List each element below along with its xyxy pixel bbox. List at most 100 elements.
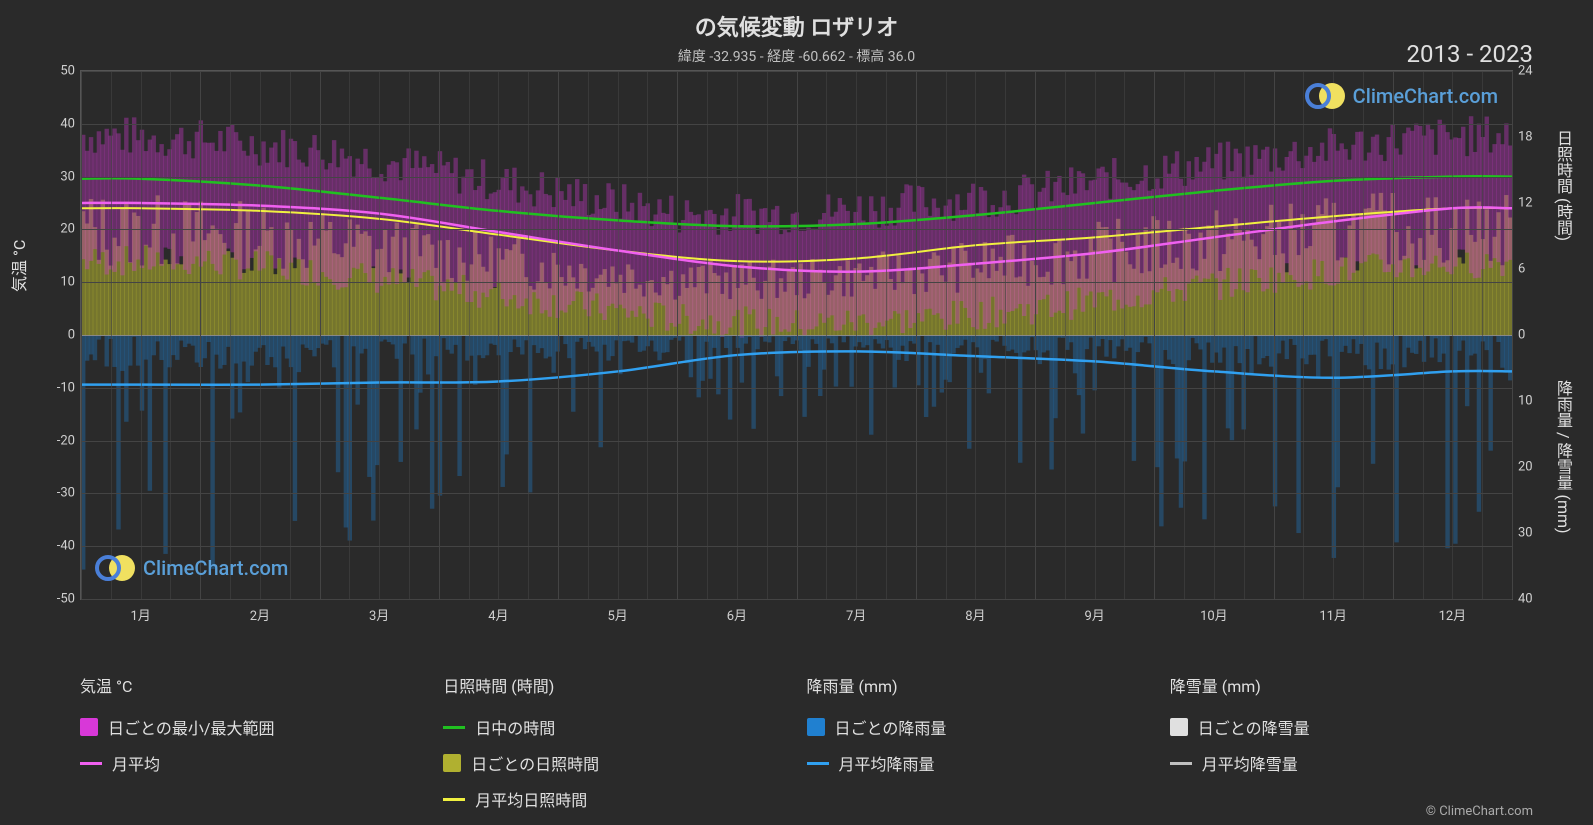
legend-item-label: 月平均	[112, 751, 160, 775]
watermark-text: ClimeChart.com	[143, 556, 288, 580]
grid-line-v	[409, 71, 410, 599]
legend-item-label: 月平均降雨量	[839, 751, 935, 775]
grid-line-v	[290, 71, 291, 599]
legend-item: 日ごとの最小/最大範囲	[80, 715, 423, 739]
legend-swatch-icon	[1170, 718, 1188, 736]
grid-line-v	[1363, 71, 1364, 599]
legend-line-icon	[443, 726, 465, 729]
grid-line-v	[826, 71, 827, 599]
x-tick-month: 1月	[130, 605, 150, 624]
legend-item-label: 日ごとの最小/最大範囲	[108, 715, 274, 739]
legend-item-label: 月平均降雪量	[1202, 751, 1298, 775]
grid-line-v	[1124, 71, 1125, 599]
grid-line-v	[797, 71, 798, 599]
legend-item-label: 日ごとの日照時間	[471, 751, 599, 775]
grid-line-v	[737, 71, 738, 599]
x-tick-month: 11月	[1319, 605, 1347, 624]
y-tick-right: 18	[1518, 130, 1533, 145]
grid-line-v	[349, 71, 350, 599]
y-tick-right: 20	[1518, 460, 1533, 475]
watermark: ClimeChart.com	[1305, 83, 1498, 109]
grid-line-v	[230, 71, 231, 599]
grid-line-v	[677, 71, 678, 599]
watermark: ClimeChart.com	[95, 555, 288, 581]
y-tick-right: 12	[1518, 196, 1533, 211]
x-tick-month: 3月	[369, 605, 389, 624]
y-tick-left: 20	[60, 222, 75, 237]
grid-line-v	[856, 71, 857, 599]
grid-line-v	[975, 71, 976, 599]
grid-line-v	[1035, 71, 1036, 599]
grid-line-v	[498, 71, 499, 599]
y-tick-left: -40	[57, 539, 75, 554]
grid-line-v	[916, 71, 917, 599]
grid-line-v	[1482, 71, 1483, 599]
grid-line-v	[886, 71, 887, 599]
grid-line-v	[141, 71, 142, 599]
grid-line-v	[439, 71, 440, 599]
grid-line-v	[1065, 71, 1066, 599]
y-axis-right-bottom-label: 降雨量 / 降雪量 (mm)	[1551, 380, 1575, 534]
watermark-logo-icon	[95, 555, 135, 581]
y-tick-right: 30	[1518, 526, 1533, 541]
year-range: 2013 - 2023	[1407, 40, 1533, 68]
grid-line-v	[1214, 71, 1215, 599]
grid-line-v	[1005, 71, 1006, 599]
legend-swatch-icon	[807, 718, 825, 736]
y-tick-right: 0	[1518, 328, 1525, 343]
legend-section: 気温 °C 日ごとの最小/最大範囲月平均	[80, 673, 423, 811]
legend-section-title: 降雪量 (mm)	[1170, 673, 1513, 697]
y-tick-right: 10	[1518, 394, 1533, 409]
chart-title: の気候変動 ロザリオ	[0, 0, 1593, 42]
legend-section-title: 気温 °C	[80, 673, 423, 697]
grid-line-v	[81, 71, 82, 599]
x-tick-month: 4月	[488, 605, 508, 624]
legend-item-label: 日ごとの降雨量	[835, 715, 947, 739]
x-tick-month: 12月	[1439, 605, 1467, 624]
credit: © ClimeChart.com	[1426, 804, 1533, 819]
grid-line-v	[1512, 71, 1513, 599]
y-tick-right: 40	[1518, 592, 1533, 607]
grid-line-v	[1333, 71, 1334, 599]
grid-line-v	[558, 71, 559, 599]
grid-line-v	[1423, 71, 1424, 599]
grid-line-v	[588, 71, 589, 599]
grid-line-v	[111, 71, 112, 599]
grid-line-v	[1393, 71, 1394, 599]
grid-line-v	[170, 71, 171, 599]
y-axis-right-top-label: 日照時間 (時間)	[1551, 130, 1575, 241]
legend-item: 日ごとの降雨量	[807, 715, 1150, 739]
grid-line-v	[1452, 71, 1453, 599]
chart-subtitle: 緯度 -32.935 - 経度 -60.662 - 標高 36.0	[0, 42, 1593, 66]
plot-area: -50-40-30-20-100102030405024181260102030…	[80, 70, 1513, 600]
y-tick-left: 40	[60, 116, 75, 131]
x-tick-month: 9月	[1084, 605, 1104, 624]
watermark-logo-icon	[1305, 83, 1345, 109]
legend-line-icon	[80, 762, 102, 765]
climate-chart: の気候変動 ロザリオ 緯度 -32.935 - 経度 -60.662 - 標高 …	[0, 0, 1593, 825]
legend-section-title: 降雨量 (mm)	[807, 673, 1150, 697]
grid-line-v	[946, 71, 947, 599]
legend-item-label: 日ごとの降雪量	[1198, 715, 1310, 739]
y-tick-left: -10	[57, 380, 75, 395]
grid-line-v	[707, 71, 708, 599]
legend-line-icon	[807, 762, 829, 765]
x-tick-month: 7月	[846, 605, 866, 624]
grid-line-v	[767, 71, 768, 599]
legend-item: 日中の時間	[443, 715, 786, 739]
y-tick-left: 30	[60, 169, 75, 184]
x-tick-month: 5月	[607, 605, 627, 624]
legend-line-icon	[1170, 762, 1192, 765]
grid-line-v	[1274, 71, 1275, 599]
legend: 気温 °C日ごとの最小/最大範囲月平均日照時間 (時間)日中の時間日ごとの日照時…	[80, 673, 1513, 811]
legend-swatch-icon	[443, 754, 461, 772]
grid-line-v	[1184, 71, 1185, 599]
legend-item: 月平均降雪量	[1170, 751, 1513, 775]
grid-line-v	[528, 71, 529, 599]
grid-line-v	[1244, 71, 1245, 599]
grid-line-v	[1303, 71, 1304, 599]
x-tick-month: 10月	[1200, 605, 1228, 624]
x-tick-month: 8月	[965, 605, 985, 624]
legend-section: 降雪量 (mm) 日ごとの降雪量月平均降雪量	[1170, 673, 1513, 811]
grid-line-v	[469, 71, 470, 599]
